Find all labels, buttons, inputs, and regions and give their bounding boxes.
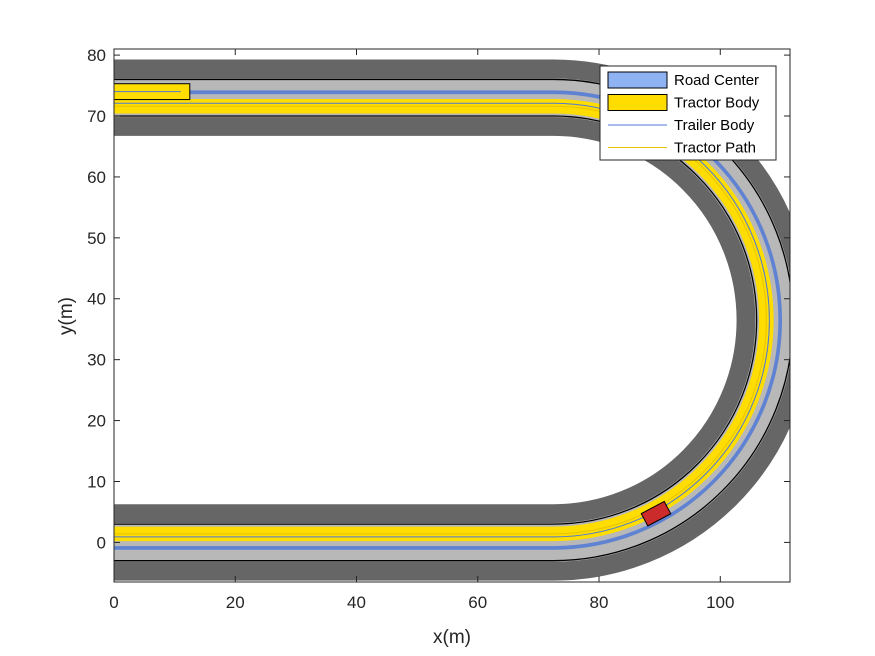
tractor-vehicle-2 xyxy=(640,500,672,527)
legend-label: Road Center xyxy=(674,72,759,89)
legend-item: Road Center xyxy=(607,71,759,89)
legend-swatch xyxy=(607,71,668,89)
y-tick-label: 60 xyxy=(87,168,106,187)
legend-item: Tractor Body xyxy=(607,94,760,112)
legend-label: Tractor Body xyxy=(674,95,760,112)
legend-item: Trailer Body xyxy=(608,117,755,134)
y-tick-label: 80 xyxy=(87,46,106,65)
axes: 0 20 40 60 80 100 0 10 20 30 40 50 60 70 80 xyxy=(87,46,791,612)
tractor-body-rect xyxy=(640,500,672,527)
x-tick-label: 80 xyxy=(590,593,609,612)
y-tick-label: 0 xyxy=(97,533,106,552)
x-tick-label: 20 xyxy=(226,593,245,612)
x-tick-label: 100 xyxy=(706,593,734,612)
y-tick-label: 20 xyxy=(87,412,106,431)
x-tick-label: 60 xyxy=(468,593,487,612)
legend-label: Trailer Body xyxy=(674,117,755,134)
legend-swatch xyxy=(607,94,668,111)
y-tick-label: 40 xyxy=(87,290,106,309)
legend-item: Tractor Path xyxy=(608,140,756,157)
x-tick-label: 40 xyxy=(347,593,366,612)
x-tick-label: 0 xyxy=(109,593,118,612)
y-tick-label: 10 xyxy=(87,472,106,491)
axes-box xyxy=(113,48,791,583)
y-tick-label: 70 xyxy=(87,107,106,126)
legend-label: Tractor Path xyxy=(674,140,756,157)
x-axis-label: x(m) xyxy=(433,627,471,648)
legend: Road Center Tractor Body Trailer Body Tract… xyxy=(599,65,777,161)
y-tick-label: 30 xyxy=(87,351,106,370)
y-tick-label: 50 xyxy=(87,229,106,248)
y-axis-label: y(m) xyxy=(56,297,77,335)
